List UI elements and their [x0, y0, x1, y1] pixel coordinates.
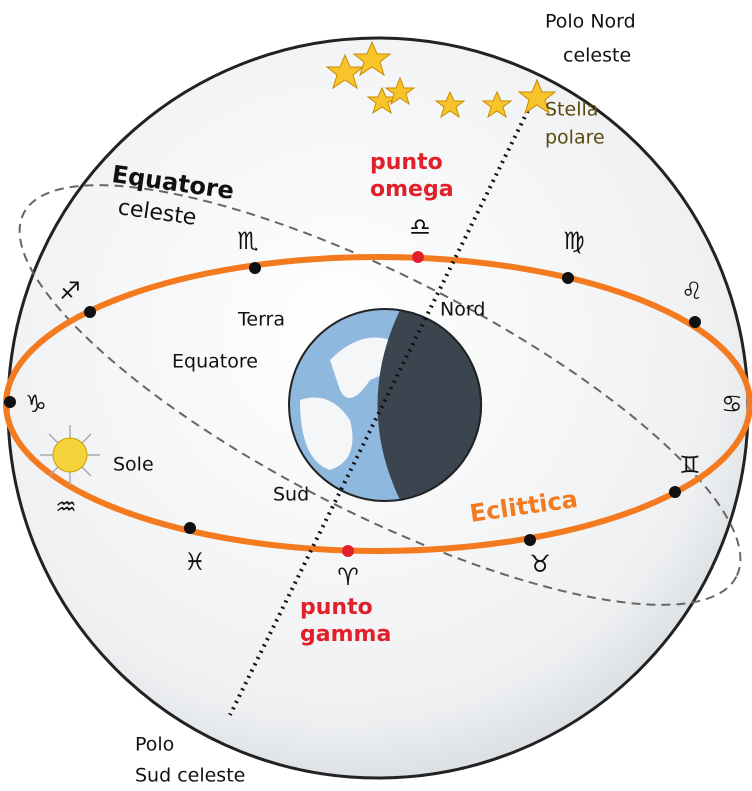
sun-label: Sole [113, 454, 154, 476]
earth-label: Terra [237, 309, 285, 331]
zodiac-sign: ♐ [59, 277, 81, 305]
north-pole-label: Polo Nord [545, 11, 636, 33]
polaris-label: Stella [545, 99, 598, 121]
zodiac-sign: ♍ [563, 227, 585, 255]
zodiac-sign: ♓ [184, 548, 206, 576]
gamma-label: punto [300, 595, 373, 620]
sun [40, 425, 100, 485]
omega-label: punto [370, 150, 443, 175]
equator-label: Equatore [172, 351, 258, 373]
zodiac-sign: ♑ [25, 390, 47, 418]
zodiac-sign: ♈ [337, 563, 359, 591]
zodiac-sign: ♎ [409, 213, 431, 241]
polaris-label: polare [545, 127, 605, 149]
diagram: Polo Nord celeste Stella polare punto om… [0, 0, 752, 791]
earth [289, 309, 482, 501]
south-pole-label: Sud celeste [135, 765, 245, 787]
south-pole-label: Polo [135, 734, 174, 756]
gamma-label: gamma [300, 622, 391, 647]
zodiac-sign: ♒ [55, 493, 77, 521]
zodiac-sign: ♉ [529, 550, 551, 578]
zodiac-sign: ♌ [681, 277, 703, 305]
north-label: Nord [440, 299, 485, 321]
zodiac-sign: ♋ [721, 390, 743, 418]
zodiac-sign: ♊ [679, 451, 701, 479]
omega-label: omega [370, 177, 454, 202]
north-pole-label: celeste [563, 45, 631, 67]
zodiac-sign: ♏ [237, 227, 259, 255]
south-label: Sud [273, 484, 309, 506]
